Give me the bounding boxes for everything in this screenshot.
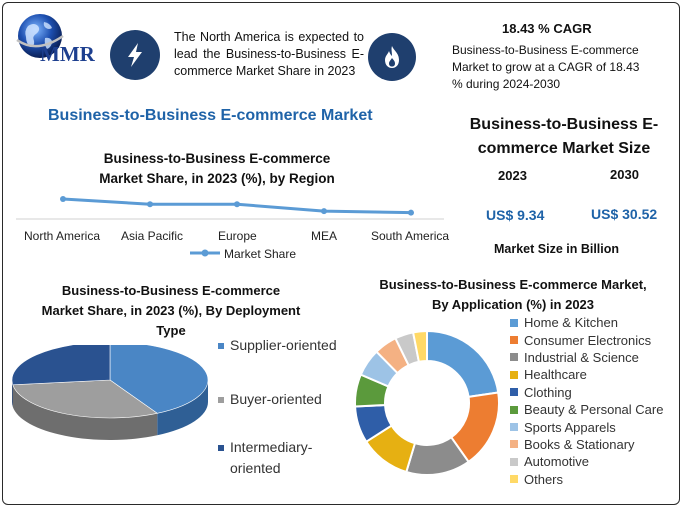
legend-item-others: Others (510, 471, 680, 488)
market-title: Business-to-Business E-commerce Market (48, 107, 373, 124)
cagr-note: Business-to-Business E-commerce Market t… (452, 43, 640, 91)
deployment-chart-title: Business-to-Business E-commerce Market S… (41, 283, 301, 338)
point-europe (234, 201, 240, 208)
lightning-icon (110, 30, 160, 80)
legend-label: Healthcare (524, 367, 587, 383)
legend-label: Sports Apparels (524, 419, 616, 435)
legend-swatch-buyer (218, 397, 224, 403)
deployment-pie-chart (11, 345, 209, 440)
legend-item-intermediary: Intermediary-oriented (218, 437, 348, 479)
slice-intermediary-oriented (11, 345, 111, 386)
legend-item-beauty-personal-care: Beauty & Personal Care (510, 401, 680, 418)
region-chart-title: Business-to-Business E-commerce Market S… (99, 151, 335, 186)
point-asia-pacific (147, 201, 153, 208)
point-north-america (60, 196, 66, 202)
legend-label: Others (524, 471, 564, 487)
legend-swatch (510, 457, 518, 466)
legend-item-consumer-electronics: Consumer Electronics (510, 331, 680, 348)
logo-text: MMR (40, 42, 95, 66)
slice-side-buyer-oriented (12, 384, 158, 440)
application-chart-title: Business-to-Business E-commerce Market, … (379, 277, 647, 312)
slice-side-supplier-oriented (157, 380, 208, 436)
legend-swatch (510, 336, 518, 345)
legend-item-automotive: Automotive (510, 453, 680, 470)
logo: MMR (10, 10, 105, 74)
slice-buyer-oriented (12, 379, 158, 419)
slice-side-intermediary-oriented (12, 380, 13, 407)
legend-label: Consumer Electronics (524, 332, 652, 348)
point-mea (321, 208, 327, 215)
x-tick-north-america: North America (24, 229, 101, 243)
donut-slice-home-kitchen (426, 329, 500, 399)
legend-item-sports-apparels: Sports Apparels (510, 418, 680, 435)
donut-slice-others (411, 329, 428, 363)
market-size-unit-note: Market Size in Billion (494, 242, 620, 256)
deployment-legend: Supplier-oriented Buyer-oriented Interme… (218, 335, 348, 479)
legend-swatch-supplier (218, 343, 224, 349)
legend-item-buyer: Buyer-oriented (218, 389, 348, 410)
legend-label: Automotive (524, 454, 590, 470)
year-end: 2030 (610, 167, 639, 182)
value-end: US$ 30.52 (591, 206, 658, 222)
legend-marker (201, 249, 209, 257)
legend-label: Industrial & Science (524, 349, 639, 365)
legend-swatch (510, 353, 518, 362)
legend-label: Beauty & Personal Care (524, 402, 664, 418)
application-donut-chart (354, 329, 500, 476)
legend-item-books-stationary: Books & Stationary (510, 436, 680, 453)
application-legend: Home & Kitchen Consumer Electronics Indust… (510, 314, 680, 488)
x-tick-mea: MEA (311, 229, 338, 243)
legend-label: Clothing (524, 384, 572, 400)
slice-supplier-oriented (109, 345, 209, 414)
legend-swatch (510, 388, 518, 397)
cagr-title: 18.43 % CAGR (502, 21, 592, 36)
x-tick-south-america: South America (371, 229, 450, 243)
value-start: US$ 9.34 (486, 207, 545, 223)
legend-swatch-intermediary (218, 445, 224, 451)
legend-item-clothing: Clothing (510, 384, 680, 401)
year-start: 2023 (498, 168, 527, 183)
legend-label: Home & Kitchen (524, 315, 618, 331)
point-south-america (408, 209, 414, 216)
flame-icon (368, 33, 416, 81)
region-note: The North America is expected to lead th… (174, 30, 364, 78)
legend-item-industrial-science: Industrial & Science (510, 349, 680, 366)
legend-item-healthcare: Healthcare (510, 366, 680, 383)
x-tick-asia-pacific: Asia Pacific (121, 229, 184, 243)
legend-swatch (510, 370, 518, 379)
legend-swatch (510, 423, 518, 432)
globe-icon (16, 14, 64, 58)
market-size-title: Business-to-Business E-commerce Market S… (469, 116, 659, 157)
legend-label: Books & Stationary (524, 436, 635, 452)
legend-swatch (510, 405, 518, 414)
legend-swatch (510, 318, 518, 327)
legend-swatch (510, 475, 518, 484)
line-legend-label: Market Share (224, 247, 297, 261)
legend-swatch (510, 440, 518, 449)
legend-item-supplier: Supplier-oriented (218, 335, 348, 356)
region-line-chart (16, 196, 444, 257)
legend-item-home-kitchen: Home & Kitchen (510, 314, 680, 331)
x-tick-europe: Europe (218, 229, 257, 243)
